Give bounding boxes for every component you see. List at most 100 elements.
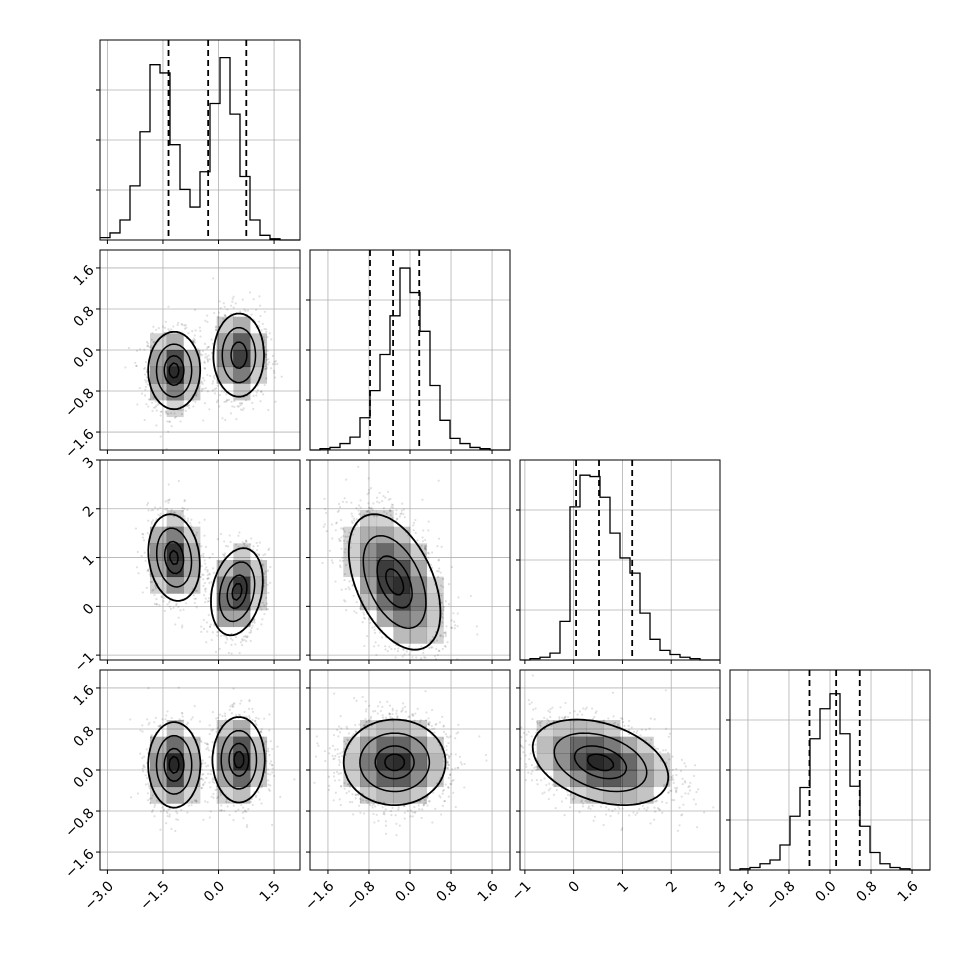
scatter-point [270,338,273,341]
scatter-point [384,824,388,827]
scatter-point [371,806,374,809]
scatter-point [447,795,450,798]
scatter-point [387,498,391,501]
density-bin [216,316,234,334]
scatter-point [442,788,446,792]
scatter-point [528,743,531,746]
scatter-point [527,730,530,734]
scatter-point [177,479,180,483]
scatter-point [204,597,207,600]
scatter-point [208,358,211,361]
scatter-point [146,383,149,386]
scatter-point [268,547,271,550]
scatter-point [337,772,340,775]
scatter-point [340,588,343,591]
scatter-point [602,823,605,827]
scatter-point [232,703,235,706]
density-bin [233,786,251,804]
scatter-point [434,807,437,810]
scatter-point [208,573,211,576]
scatter-point [168,815,171,818]
scatter-point [249,800,253,804]
scatter-point [414,531,417,535]
scatter-point [271,771,274,774]
scatter-point [202,783,205,786]
scatter-point [359,800,362,804]
scatter-point [448,773,452,777]
scatter-point [389,497,392,501]
scatter-point [149,346,152,349]
scatter-point [215,329,218,332]
scatter-point [418,721,422,724]
scatter-point [273,360,276,363]
scatter-point [339,559,342,562]
scatter-point [205,621,209,624]
scatter-point [243,810,246,813]
scatter-point [230,652,233,655]
scatter-point [144,774,147,777]
scatter-point [153,593,156,597]
scatter-point [203,588,207,591]
scatter-point [243,544,246,548]
scatter-point [148,345,151,349]
scatter-point [484,753,488,757]
scatter-point [270,823,274,826]
density-bin [376,526,394,544]
scatter-point [208,374,212,377]
scatter-point [671,755,674,758]
density-bin [183,526,201,544]
scatter-point [335,521,338,524]
scatter-point [675,773,678,777]
scatter-point [150,344,153,347]
scatter-point [437,537,441,540]
scatter-point [268,753,271,757]
scatter-point [262,336,265,339]
scatter-point [404,710,407,713]
scatter-point [212,277,215,280]
scatter-point [381,636,384,639]
scatter-point [433,655,437,658]
scatter-point [423,546,427,549]
scatter-point [441,577,445,581]
scatter-point [338,731,342,734]
scatter-point [349,546,352,549]
scatter-point [436,575,440,578]
scatter-point [543,716,546,719]
scatter-point [146,501,150,505]
scatter-point [418,808,421,811]
scatter-point [165,822,168,825]
scatter-point [612,715,615,718]
scatter-point [242,635,245,639]
scatter-point [205,748,208,751]
joint-panel-0-1 [96,249,301,454]
scatter-point [260,623,263,626]
scatter-point [670,775,673,779]
scatter-point [431,566,434,569]
scatter-point [211,389,214,392]
scatter-point [627,724,630,727]
scatter-point [340,785,343,788]
scatter-point [438,794,441,797]
scatter-point [200,353,203,356]
scatter-point [245,540,248,543]
scatter-point [587,807,590,810]
scatter-point [354,723,357,727]
scatter-point [147,785,151,788]
scatter-point [204,387,207,390]
scatter-point [531,718,534,721]
scatter-point [177,616,180,619]
scatter-point [161,325,164,328]
scatter-point [668,778,671,781]
scatter-point [232,295,235,298]
scatter-point [218,560,221,564]
histogram-panel-0 [96,39,301,244]
scatter-point [175,810,178,813]
scatter-point [607,717,610,720]
scatter-point [591,804,594,807]
scatter-point [659,759,662,762]
scatter-point [270,367,273,370]
scatter-point [348,784,351,787]
scatter-point [146,569,150,572]
scatter-point [233,702,236,705]
scatter-point [343,787,346,790]
